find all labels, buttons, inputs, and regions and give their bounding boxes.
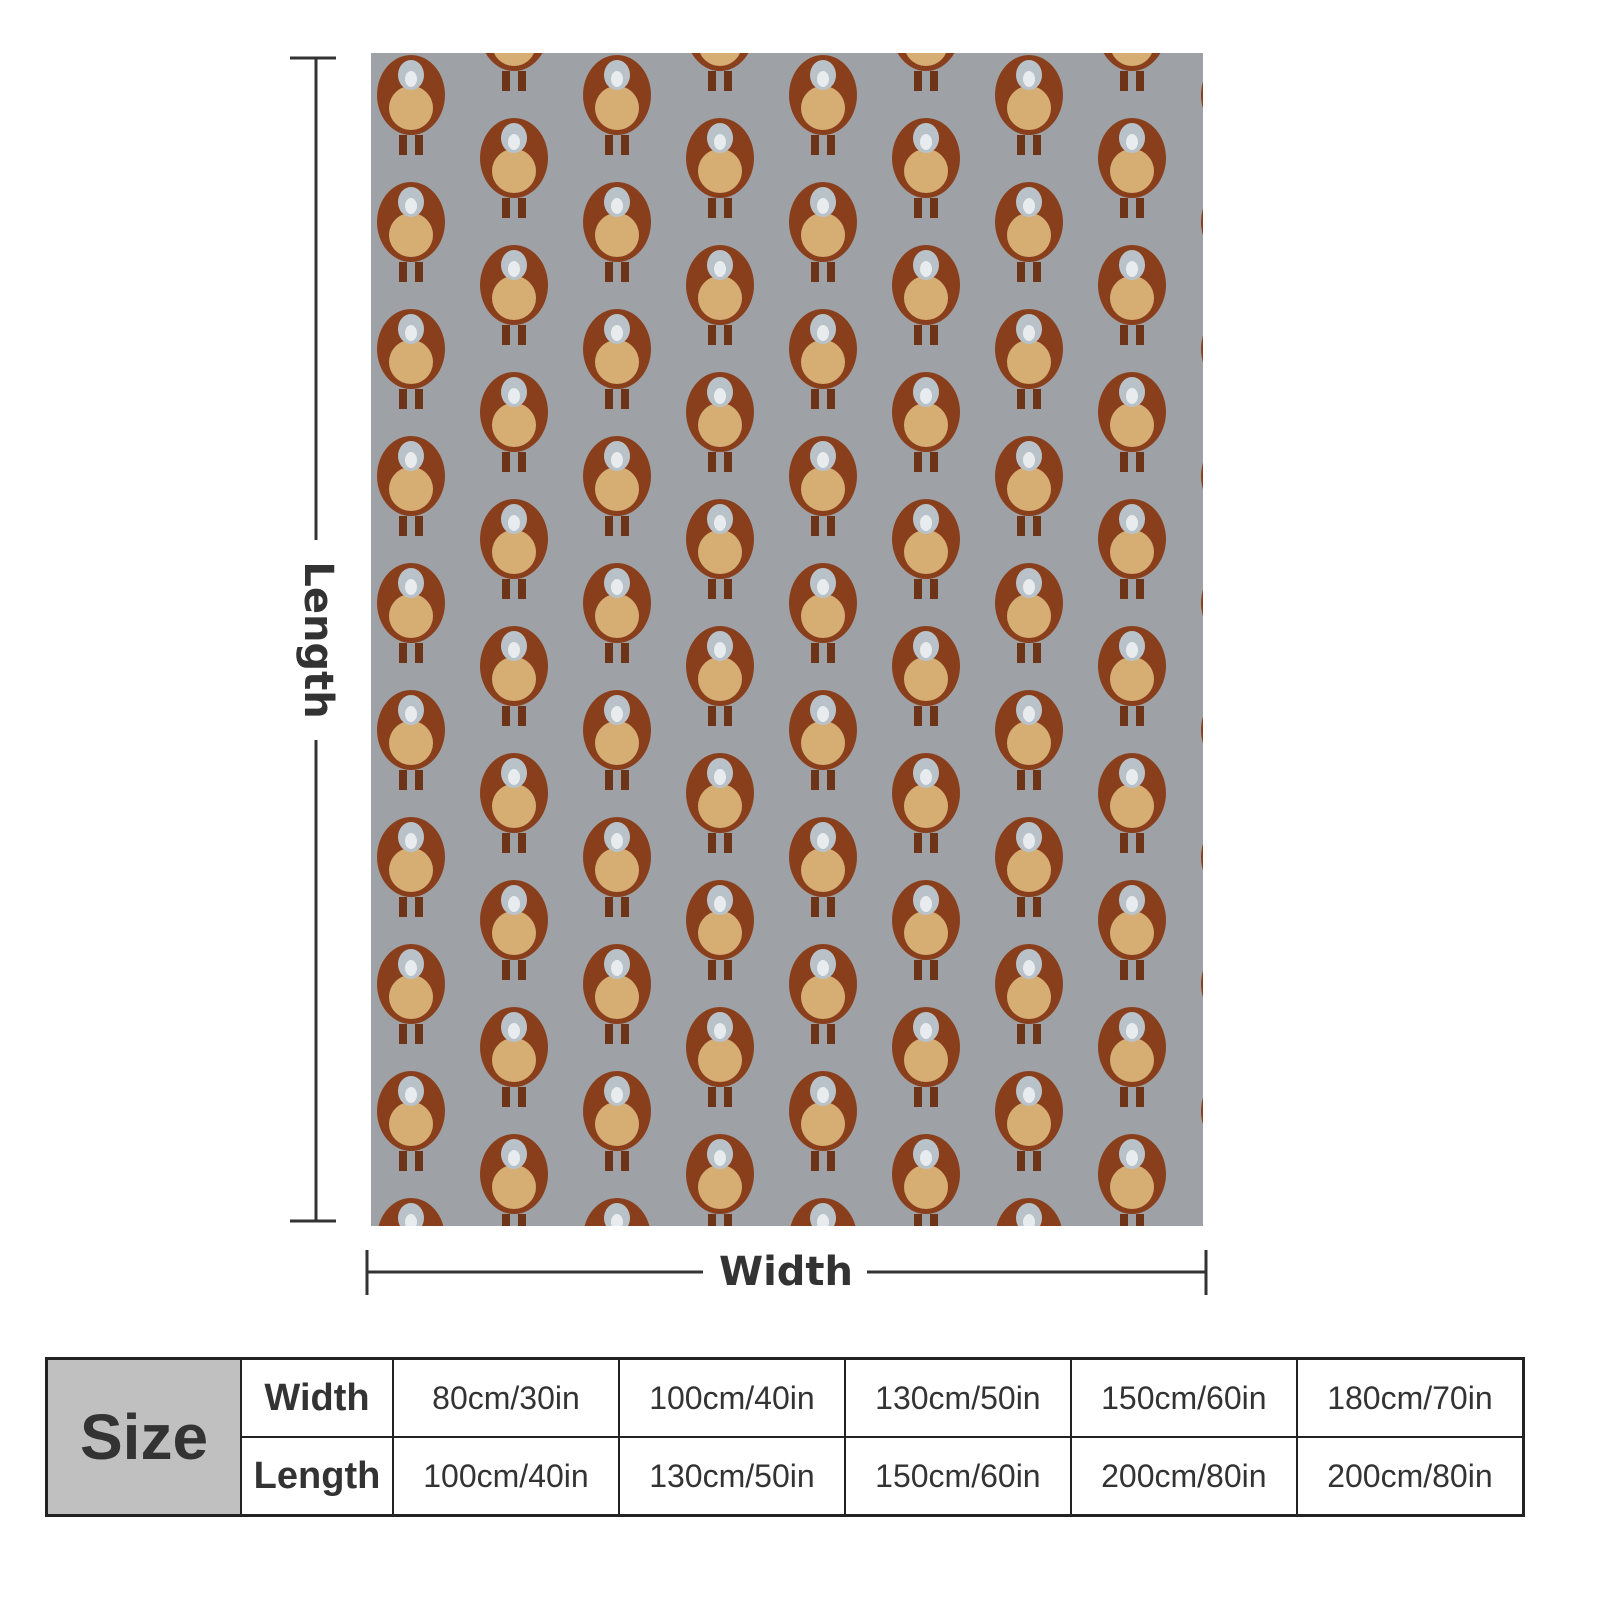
size-cell: 100cm/40in: [392, 1436, 620, 1517]
blanket-print: [371, 53, 1203, 1226]
size-cell: 200cm/80in: [1069, 1436, 1298, 1517]
size-header: Size: [45, 1357, 242, 1517]
size-cell: 150cm/60in: [843, 1436, 1072, 1517]
size-row: Length 100cm/40in 130cm/50in 150cm/60in 200c…: [47, 1436, 1525, 1517]
length-dimension: [290, 56, 336, 1223]
product-image: Length Width: [290, 53, 1208, 1295]
size-cell: 200cm/80in: [1295, 1436, 1525, 1517]
size-cell: 150cm/60in: [1069, 1357, 1298, 1438]
size-cell: 130cm/50in: [617, 1436, 846, 1517]
size-table: Size Width 80cm/30in 100cm/40in 130cm/50in 15…: [45, 1357, 1525, 1517]
length-label: Length: [295, 561, 341, 718]
size-cell: 130cm/50in: [843, 1357, 1072, 1438]
size-cell: 100cm/40in: [617, 1357, 846, 1438]
size-table-body: Size Width 80cm/30in 100cm/40in 130cm/50in 15…: [45, 1357, 1525, 1517]
width-dimension: [365, 1250, 1208, 1295]
row-header: Width: [240, 1357, 394, 1438]
size-cell: 180cm/70in: [1295, 1357, 1525, 1438]
size-cell: 80cm/30in: [392, 1357, 620, 1438]
row-header: Length: [240, 1436, 394, 1517]
width-label: Width: [719, 1249, 853, 1295]
size-row: Size Width 80cm/30in 100cm/40in 130cm/50in 15…: [45, 1357, 1525, 1517]
